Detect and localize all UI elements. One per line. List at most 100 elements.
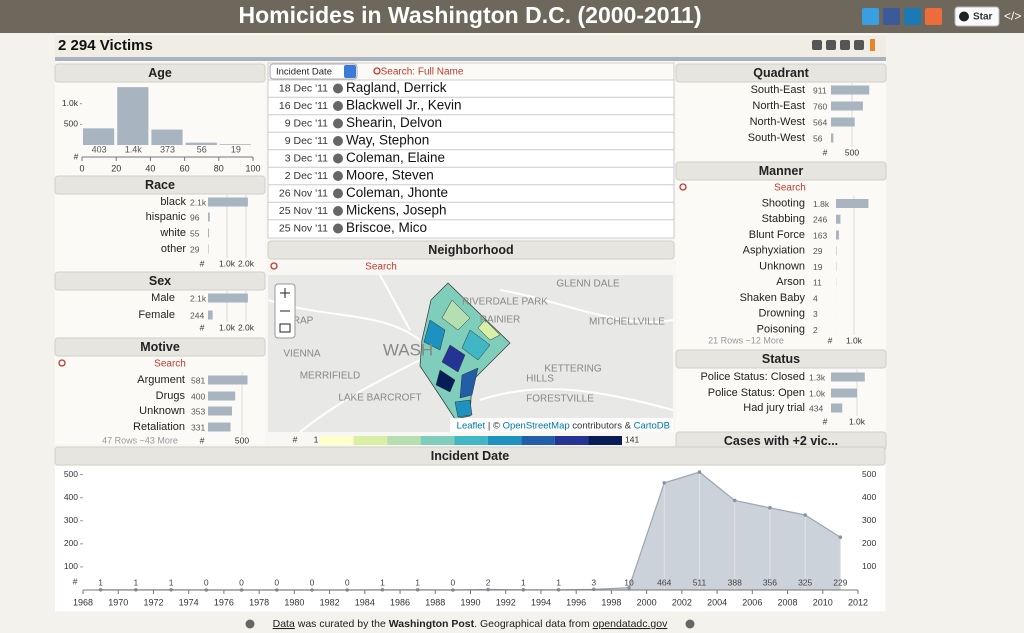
row-label[interactable]: Unknown [139, 405, 185, 417]
row-label[interactable]: Unknown [759, 260, 805, 272]
bar[interactable] [836, 230, 839, 240]
bar[interactable] [836, 214, 841, 224]
row-label[interactable]: Argument [137, 374, 185, 386]
bar[interactable] [208, 391, 236, 401]
row-label[interactable]: hispanic [146, 211, 187, 223]
row-label[interactable]: Arson [776, 276, 805, 288]
share-button[interactable] [883, 8, 900, 25]
row-name[interactable]: Moore, Steven [346, 168, 434, 183]
row-label[interactable]: North-West [750, 116, 805, 128]
sort-dropdown[interactable] [269, 63, 358, 80]
data-point[interactable] [627, 585, 631, 590]
attribution-part[interactable]: OpenStreetMap [503, 420, 570, 431]
bar[interactable] [831, 101, 863, 111]
tool-icon[interactable] [840, 40, 850, 50]
row-label[interactable]: Male [151, 292, 175, 304]
histogram-bar[interactable] [185, 142, 217, 145]
bar[interactable] [831, 85, 870, 95]
bar[interactable] [836, 246, 837, 256]
search-field[interactable]: Search [365, 262, 397, 273]
data-point[interactable] [697, 470, 702, 474]
row-label[interactable]: Female [138, 309, 175, 321]
data-point[interactable] [591, 587, 596, 592]
row-name[interactable]: Briscoe, Mico [346, 220, 427, 235]
more-rows[interactable]: 47 Rows ~43 More [102, 435, 178, 445]
data-point[interactable] [838, 535, 843, 539]
row-label[interactable]: Drowning [759, 308, 805, 320]
info-icon [333, 118, 343, 129]
row-label[interactable]: Had jury trial [743, 402, 805, 414]
more-rows[interactable]: 21 Rows ~12 More [708, 335, 784, 345]
y2-tick-label: 400 [862, 492, 876, 502]
tool-icon[interactable] [854, 40, 864, 50]
histogram-bar[interactable] [83, 128, 115, 145]
data-point[interactable] [732, 498, 737, 503]
footer-part[interactable]: Data [273, 618, 295, 630]
row-name[interactable]: Blackwell Jr., Kevin [346, 98, 462, 113]
row-label[interactable]: North-East [752, 100, 805, 112]
bar[interactable] [831, 133, 834, 143]
bar[interactable] [208, 375, 248, 385]
bar[interactable] [208, 422, 231, 432]
row-label[interactable]: South-West [748, 132, 805, 144]
row-label[interactable]: Shaken Baby [740, 292, 806, 304]
value-label: 1.0k [809, 388, 826, 398]
bar[interactable] [831, 372, 865, 382]
search-field[interactable]: Search [154, 359, 186, 370]
footer-part[interactable]: opendatadc.gov [593, 618, 668, 630]
row-name[interactable]: Way, Stephon [346, 133, 429, 148]
row-label[interactable]: Blunt Force [749, 229, 805, 241]
data-point[interactable] [803, 513, 807, 517]
attribution-part[interactable]: Leaflet [457, 420, 486, 431]
row-name[interactable]: Mickens, Joseph [346, 203, 447, 218]
row-label[interactable]: Police Status: Open [708, 387, 805, 399]
row-name[interactable]: Ragland, Derrick [346, 80, 447, 95]
share-button[interactable] [862, 8, 879, 25]
bar[interactable] [831, 117, 855, 127]
row-name[interactable]: Shearin, Delvon [346, 115, 442, 130]
data-point[interactable] [768, 506, 772, 510]
bar[interactable] [208, 293, 248, 303]
row-label[interactable]: South-East [751, 84, 805, 96]
histogram-bar[interactable] [151, 129, 183, 145]
tool-icon[interactable] [812, 40, 822, 50]
share-button[interactable] [925, 8, 942, 25]
search-field[interactable]: Search: Full Name [381, 67, 464, 78]
bar[interactable] [208, 244, 209, 254]
x-tick-label: 2004 [707, 597, 727, 607]
x-tick-label: 1984 [355, 597, 375, 607]
row-label[interactable]: white [159, 227, 186, 239]
code-link[interactable]: </> [1004, 9, 1021, 23]
bar[interactable] [208, 228, 210, 238]
row-label[interactable]: Asphyxiation [743, 245, 805, 257]
bar[interactable] [208, 197, 248, 207]
bar[interactable] [208, 310, 213, 320]
row-label[interactable]: other [161, 243, 186, 255]
tool-icon[interactable] [870, 39, 875, 51]
histogram-bar[interactable] [219, 144, 251, 145]
row-label[interactable]: Poisoning [757, 323, 805, 335]
row-label[interactable]: Drugs [156, 390, 186, 402]
share-button[interactable] [904, 8, 921, 25]
histogram-bar[interactable] [117, 87, 149, 145]
search-field[interactable]: Search [774, 183, 806, 194]
row-label[interactable]: Shooting [762, 197, 805, 209]
bar[interactable] [831, 388, 857, 398]
panel-title: Age [148, 66, 172, 80]
map-road [499, 289, 674, 324]
attribution-part[interactable]: CartoDB [634, 420, 670, 431]
bar[interactable] [831, 403, 843, 413]
tool-icon[interactable] [826, 40, 836, 50]
data-point[interactable] [662, 481, 667, 485]
bar[interactable] [836, 199, 869, 208]
row-label[interactable]: black [160, 196, 186, 208]
row-name[interactable]: Coleman, Elaine [346, 150, 445, 165]
bar[interactable] [208, 406, 233, 416]
row-label[interactable]: Retaliation [133, 421, 185, 433]
row-label[interactable]: Stabbing [762, 213, 805, 225]
bar[interactable] [208, 212, 210, 222]
x-tick-label: 2010 [813, 597, 833, 607]
row-name[interactable]: Coleman, Jhonte [346, 185, 448, 200]
star-button[interactable] [954, 6, 1000, 27]
row-label[interactable]: Police Status: Closed [700, 371, 805, 383]
